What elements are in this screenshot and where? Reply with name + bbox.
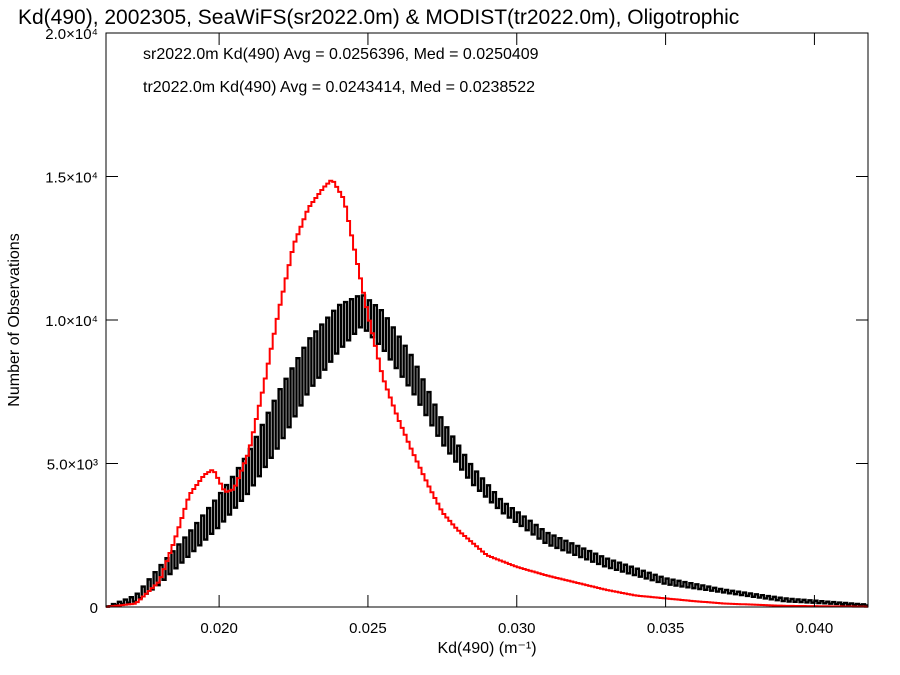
y-tick-label: 1.5×10⁴ — [45, 170, 98, 187]
y-tick-label: 0 — [90, 600, 98, 617]
y-axis-label: Number of Observations — [6, 233, 23, 406]
legend-entry-tr2022: tr2022.0m Kd(490) Avg = 0.0243414, Med =… — [143, 79, 535, 96]
y-tick-label: 5.0×10³ — [47, 457, 98, 474]
x-axis-label: Kd(490) (m⁻¹) — [437, 640, 536, 657]
x-tick-label: 0.020 — [200, 620, 238, 637]
x-axis-ticks: 0.020 0.025 0.030 0.035 0.040 — [200, 33, 833, 637]
series-layer — [106, 179, 868, 608]
series-tr2022-line — [106, 179, 868, 608]
x-tick-label: 0.030 — [498, 620, 536, 637]
x-tick-label: 0.040 — [796, 620, 834, 637]
chart-title: Kd(490), 2002305, SeaWiFS(sr2022.0m) & M… — [18, 6, 739, 29]
x-tick-label: 0.025 — [349, 620, 387, 637]
y-axis-ticks: 0 5.0×10³ 1.0×10⁴ 1.5×10⁴ 2.0×10⁴ — [45, 26, 868, 617]
series-sr2022-line — [106, 294, 868, 608]
y-tick-label: 1.0×10⁴ — [45, 313, 98, 330]
legend-entry-sr2022: sr2022.0m Kd(490) Avg = 0.0256396, Med =… — [143, 46, 539, 63]
x-tick-label: 0.035 — [647, 620, 685, 637]
y-tick-label: 2.0×10⁴ — [45, 26, 98, 43]
